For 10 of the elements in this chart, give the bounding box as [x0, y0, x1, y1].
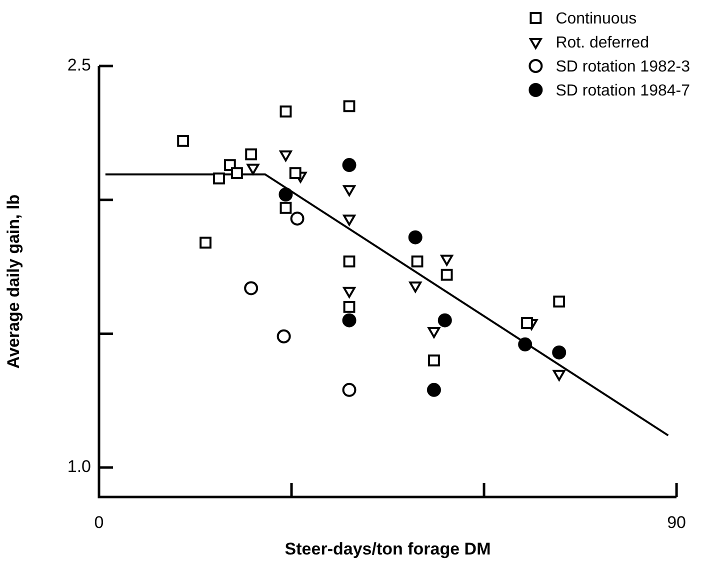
legend-label: SD rotation 1982-3 — [556, 58, 690, 76]
x-tick-label: 90 — [667, 512, 686, 532]
x-axis-title: Steer-days/ton forage DM — [284, 539, 491, 558]
legend-label: Rot. deferred — [556, 34, 650, 52]
y-tick-label: 1.0 — [67, 457, 91, 476]
y-tick-label: 2.5 — [67, 56, 91, 75]
legend-label: SD rotation 1984-7 — [556, 82, 690, 100]
legend-label: Continuous — [556, 10, 637, 28]
y-axis-title: Average daily gain, lb — [4, 194, 23, 369]
x-tick-label: 0 — [94, 512, 104, 532]
